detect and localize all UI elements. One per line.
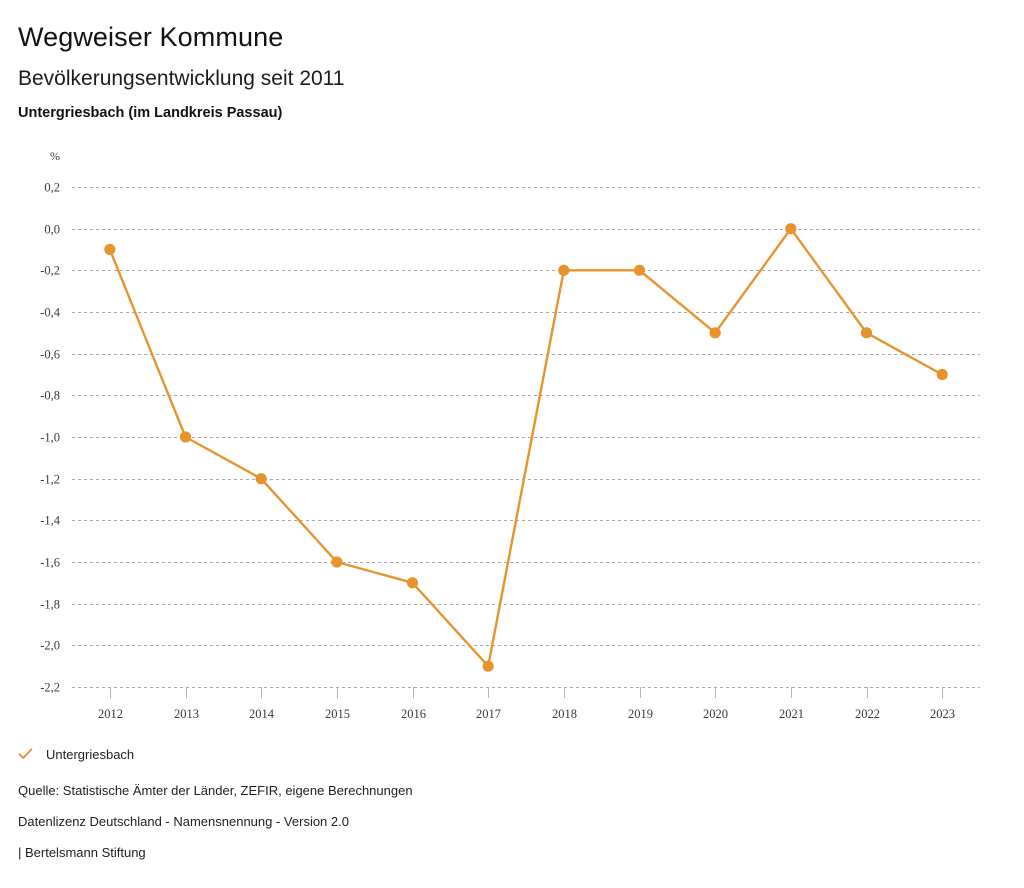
x-axis-tick-label: 2012 bbox=[98, 707, 123, 721]
chart-container: 0,2 0,0 -0,2 -0,4 -0,6 -0,8 -1,0 -1,2 -1,4 -1,6 -1… bbox=[0, 136, 1024, 721]
footer-license-line: Datenlizenz Deutschland - Namensnennung … bbox=[18, 814, 349, 829]
chart-series-layer bbox=[104, 223, 948, 672]
x-axis-tick-label: 2016 bbox=[401, 707, 426, 721]
chart-legend: Untergriesbach bbox=[18, 744, 134, 764]
y-axis-tick-label: -0,8 bbox=[40, 389, 60, 403]
x-axis-tick-label: 2022 bbox=[855, 707, 880, 721]
data-point-marker[interactable] bbox=[633, 264, 646, 276]
y-axis-tick-label: 0,2 bbox=[44, 181, 60, 195]
y-axis-tick-label: 0,0 bbox=[44, 223, 60, 237]
page-subtitle: Bevölkerungsentwicklung seit 2011 bbox=[18, 67, 345, 90]
x-axis-tick-label: 2013 bbox=[174, 707, 199, 721]
series-line bbox=[108, 227, 944, 668]
chart-x-axis: 2012 2013 2014 2015 2016 2017 2018 2019 2020 2021… bbox=[98, 687, 955, 721]
footer-publisher-line: | Bertelsmann Stiftung bbox=[18, 845, 146, 860]
y-axis-tick-label: -1,2 bbox=[40, 473, 60, 487]
y-axis-tick-label: -0,2 bbox=[40, 264, 60, 278]
data-point-marker[interactable] bbox=[558, 264, 570, 276]
data-point-marker[interactable] bbox=[104, 243, 116, 256]
data-point-marker[interactable] bbox=[785, 223, 797, 235]
y-axis-tick-label: -2,2 bbox=[40, 681, 60, 695]
data-point-marker[interactable] bbox=[936, 368, 948, 381]
page-header: Wegweiser Kommune Bevölkerungsentwicklun… bbox=[18, 0, 1008, 121]
page-location-label: Untergriesbach (im Landkreis Passau) bbox=[18, 105, 283, 121]
y-axis-tick-label: -1,8 bbox=[40, 598, 60, 612]
line-chart: 0,2 0,0 -0,2 -0,4 -0,6 -0,8 -1,0 -1,2 -1,4 -1,6 -1… bbox=[40, 149, 980, 721]
data-point-marker[interactable] bbox=[482, 660, 494, 672]
y-axis-tick-label: -1,0 bbox=[40, 431, 60, 445]
x-axis-tick-label: 2023 bbox=[930, 707, 955, 721]
y-axis-tick-label: -1,6 bbox=[40, 556, 60, 570]
chart-y-axis: 0,2 0,0 -0,2 -0,4 -0,6 -0,8 -1,0 -1,2 -1,4 -1,6 -1… bbox=[40, 181, 61, 695]
check-icon bbox=[18, 748, 33, 759]
x-axis-tick-label: 2018 bbox=[552, 707, 577, 721]
footer-source-line: Quelle: Statistische Ämter der Länder, Z… bbox=[18, 783, 413, 798]
x-axis-tick-label: 2017 bbox=[476, 707, 501, 721]
y-axis-tick-label: -0,6 bbox=[40, 348, 60, 362]
data-point-marker[interactable] bbox=[331, 556, 343, 568]
chart-footer: Quelle: Statistische Ämter der Länder, Z… bbox=[18, 784, 918, 859]
y-axis-unit-label: % bbox=[50, 149, 60, 163]
y-axis-tick-label: -1,4 bbox=[40, 514, 61, 528]
data-point-marker[interactable] bbox=[255, 473, 267, 485]
data-point-marker[interactable] bbox=[406, 577, 419, 589]
x-axis-tick-label: 2020 bbox=[703, 707, 728, 721]
x-axis-tick-label: 2021 bbox=[779, 707, 804, 721]
legend-item-untergriesbach[interactable]: Untergriesbach bbox=[18, 747, 134, 761]
chart-gridlines bbox=[72, 187, 980, 688]
y-axis-tick-label: -2,0 bbox=[40, 639, 60, 653]
page-title: Wegweiser Kommune bbox=[18, 22, 284, 52]
x-axis-tick-label: 2015 bbox=[325, 707, 350, 721]
data-point-marker[interactable] bbox=[179, 431, 192, 443]
x-axis-tick-label: 2019 bbox=[628, 707, 653, 721]
x-axis-tick-label: 2014 bbox=[249, 707, 275, 721]
y-axis-tick-label: -0,4 bbox=[40, 306, 61, 320]
data-point-marker[interactable] bbox=[860, 327, 873, 339]
legend-item-label: Untergriesbach bbox=[46, 746, 135, 762]
data-point-marker[interactable] bbox=[709, 327, 721, 339]
